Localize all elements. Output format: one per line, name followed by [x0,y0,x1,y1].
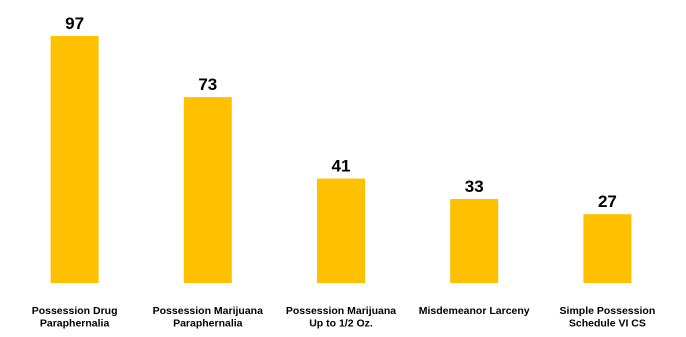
bar-possession-marijuana-up-to-1-2-oz [317,178,365,283]
data-label-misdemeanor-larceny: 33 [465,177,484,196]
tick-label-line: Misdemeanor Larceny [419,305,530,317]
tick-label-line: Possession Drug [32,305,118,317]
tick-label-line: Possession Marijuana [153,305,263,317]
value-labels-group: 97 73 41 33 27 [65,14,617,211]
tick-label-line: Paraphernalia [173,318,243,330]
bar-misdemeanor-larceny [450,199,499,283]
data-label-simple-possession-schedule-vi-cs: 27 [598,192,617,211]
bar-possession-marijuana-paraphernalia [183,97,232,283]
tick-label-line: Schedule VI CS [569,318,646,330]
tick-label-possession-marijuana-paraphernalia: Possession Marijuana Paraphernalia [153,305,263,330]
tick-label-simple-possession-schedule-vi-cs: Simple Possession Schedule VI CS [560,305,656,330]
tick-label-misdemeanor-larceny: Misdemeanor Larceny [419,305,530,317]
tick-label-line: Paraphernalia [40,318,110,330]
tick-label-line: Possession Marijuana [286,305,396,317]
bars-group [50,36,632,283]
bar-simple-possession-schedule-vi-cs [583,214,632,283]
tick-label-line: Up to 1/2 Oz. [309,318,373,330]
tick-label-line: Simple Possession [560,305,656,317]
tick-label-possession-drug-paraphernalia: Possession Drug Paraphernalia [32,305,118,330]
tick-label-possession-marijuana-up-to-1-2-oz: Possession Marijuana Up to 1/2 Oz. [286,305,396,330]
data-label-possession-marijuana-up-to-1-2-oz: 41 [332,157,351,176]
bar-possession-drug-paraphernalia [50,36,99,283]
data-label-possession-drug-paraphernalia: 97 [65,14,84,33]
data-label-possession-marijuana-paraphernalia: 73 [198,75,217,94]
